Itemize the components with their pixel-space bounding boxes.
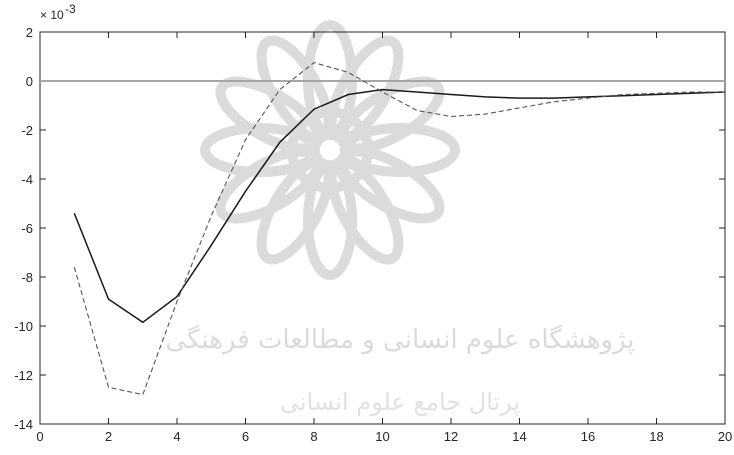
y-tick-label: -2 bbox=[21, 123, 33, 138]
watermark-petal bbox=[215, 146, 324, 224]
x-tick-label: 16 bbox=[581, 429, 595, 444]
series-dashed-line bbox=[73, 61, 725, 396]
x-tick-label: 8 bbox=[310, 429, 317, 444]
x-tick-label: 6 bbox=[242, 429, 249, 444]
y-exponent-label: × 10 bbox=[40, 8, 64, 22]
y-exponent-power: -3 bbox=[65, 2, 76, 16]
y-tick-label: -14 bbox=[14, 417, 33, 432]
series-layer bbox=[73, 61, 726, 396]
x-tick-label: 4 bbox=[173, 429, 180, 444]
watermark-petal bbox=[326, 156, 404, 265]
watermark-logo bbox=[200, 20, 460, 280]
x-tick-label: 18 bbox=[649, 429, 663, 444]
y-tick-label: -10 bbox=[14, 319, 33, 334]
y-tick-label: -4 bbox=[21, 172, 33, 187]
watermark-center bbox=[287, 107, 373, 193]
watermark-text-1: پژوهشگاه علوم انسانی و مطالعات فرهنگی bbox=[165, 324, 634, 355]
watermark-petal bbox=[256, 156, 334, 265]
x-tick-label: 12 bbox=[444, 429, 458, 444]
y-tick-label: 0 bbox=[26, 74, 33, 89]
y-tick-label: -12 bbox=[14, 368, 33, 383]
watermark-petal bbox=[303, 160, 357, 280]
watermark-text-2: پرتال جامع علوم انسانی bbox=[280, 388, 520, 416]
watermark-petal bbox=[336, 76, 445, 154]
x-tick-label: 0 bbox=[36, 429, 43, 444]
watermark-petal bbox=[336, 146, 445, 224]
watermark-petal bbox=[215, 76, 324, 154]
watermark-petal bbox=[326, 35, 404, 144]
watermark-petal bbox=[200, 123, 320, 177]
x-tick-label: 14 bbox=[512, 429, 526, 444]
y-tick-label: -8 bbox=[21, 270, 33, 285]
x-tick-label: 20 bbox=[718, 429, 732, 444]
watermark-petal bbox=[256, 35, 334, 144]
watermark-petal bbox=[340, 123, 460, 177]
x-tick-label: 2 bbox=[105, 429, 112, 444]
y-tick-label: -6 bbox=[21, 221, 33, 236]
y-tick-label: 2 bbox=[26, 25, 33, 40]
x-tick-label: 10 bbox=[375, 429, 389, 444]
